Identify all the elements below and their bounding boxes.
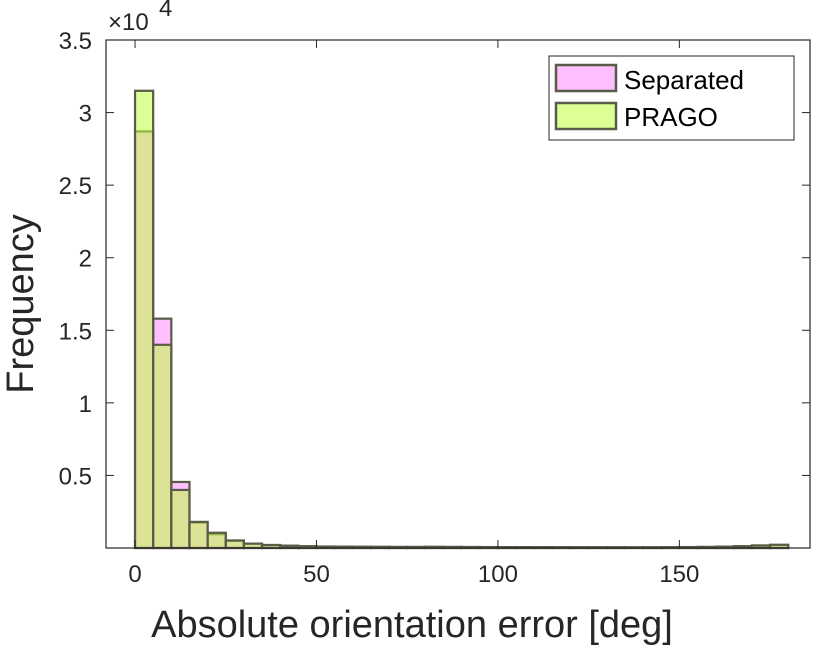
plot-area-border xyxy=(105,39,811,549)
bar-prago-1 xyxy=(152,343,173,550)
y-axis-ticks: 0.5 1 1.5 2 2.5 3 3.5 xyxy=(59,28,810,490)
y-exponent-base: ×10 xyxy=(108,9,149,36)
bar-prago-3 xyxy=(188,520,209,550)
x-tick-label-50: 50 xyxy=(303,561,330,588)
x-tick-label-0: 0 xyxy=(128,561,141,588)
bar-prago-5 xyxy=(224,539,245,550)
y-axis-title: Frequency xyxy=(0,214,42,394)
bar-prago-2 xyxy=(170,488,191,550)
y-tick-label-35000: 3.5 xyxy=(59,28,92,55)
bar-prago-4 xyxy=(206,531,227,550)
y-exponent-power: 4 xyxy=(159,0,172,22)
legend-swatch-prago xyxy=(554,101,618,131)
y-tick-label-25000: 2.5 xyxy=(59,173,92,200)
legend-label-separated: Separated xyxy=(624,65,744,95)
x-tick-label-100: 100 xyxy=(478,561,518,588)
y-tick-label-20000: 2 xyxy=(79,246,92,273)
x-axis-ticks: 0 50 100 150 xyxy=(128,40,699,588)
y-tick-label-5000: 0.5 xyxy=(59,463,92,490)
bar-prago-6 xyxy=(242,542,264,550)
legend-label-prago: PRAGO xyxy=(624,102,718,132)
y-tick-label-30000: 3 xyxy=(79,101,92,128)
bar-prago-0 xyxy=(133,89,155,550)
x-axis-title: Absolute orientation error [deg] xyxy=(151,604,673,646)
legend-swatch-separated xyxy=(554,63,618,93)
y-tick-label-10000: 1 xyxy=(79,391,92,418)
x-tick-label-150: 150 xyxy=(659,561,699,588)
y-tick-label-15000: 1.5 xyxy=(59,318,92,345)
legend: Separated PRAGO xyxy=(548,55,795,141)
